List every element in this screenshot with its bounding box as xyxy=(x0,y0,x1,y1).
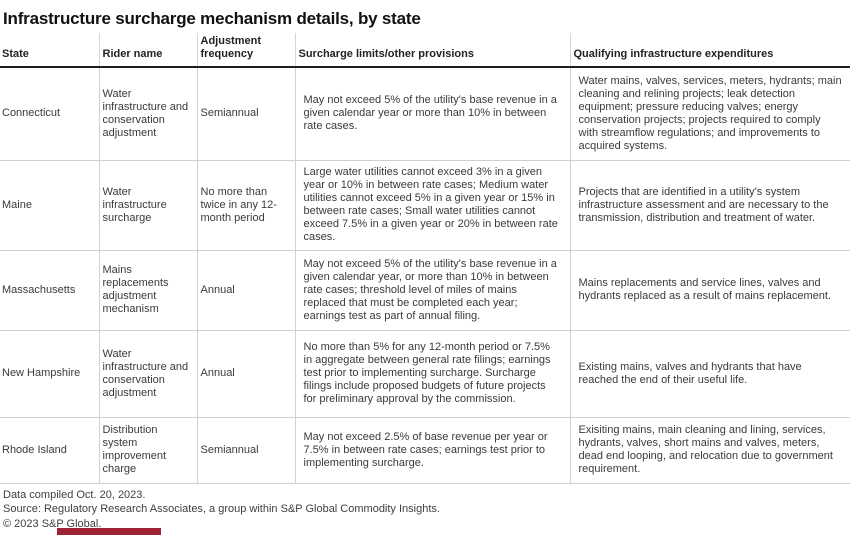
copyright-note: © 2023 S&P Global. xyxy=(3,517,102,530)
cell-frequency: Semiannual xyxy=(196,417,295,484)
cell-limits: May not exceed 2.5% of base revenue per … xyxy=(294,417,570,484)
cell-state: Rhode Island xyxy=(0,417,99,484)
column-header-qualifying-expenditures: Qualifying infrastructure expenditures xyxy=(569,33,850,68)
column-header-surcharge-limits: Surcharge limits/other provisions xyxy=(294,33,570,68)
cell-state: Massachusetts xyxy=(0,250,99,331)
column-header-rider-name: Rider name xyxy=(98,33,197,68)
cell-frequency: Annual xyxy=(196,250,295,331)
table-row-massachusetts: Massachusetts Mains replacements adjustm… xyxy=(0,250,850,331)
column-header-adjustment-frequency: Adjustment frequency xyxy=(196,33,295,68)
cell-rider-name: Distribution system improvement charge xyxy=(98,417,197,484)
cell-rider-name: Water infrastructure surcharge xyxy=(98,160,197,251)
table-row-rhode-island: Rhode Island Distribution system improve… xyxy=(0,417,850,484)
cell-rider-name: Mains replacements adjustment mechanism xyxy=(98,250,197,331)
cell-rider-name: Water infrastructure and conservation ad… xyxy=(98,67,197,161)
data-compiled-note: Data compiled Oct. 20, 2023. xyxy=(3,488,146,501)
surcharge-table: State Rider name Adjustment frequency Su… xyxy=(0,33,850,484)
table-row-maine: Maine Water infrastructure surcharge No … xyxy=(0,160,850,251)
cell-expenditures: Mains replacements and service lines, va… xyxy=(569,250,850,331)
cell-expenditures: Exisiting mains, main cleaning and linin… xyxy=(569,417,850,484)
cell-limits: May not exceed 5% of the utility's base … xyxy=(294,250,570,331)
table-row-connecticut: Connecticut Water infrastructure and con… xyxy=(0,67,850,161)
cell-frequency: No more than twice in any 12-month perio… xyxy=(196,160,295,251)
cell-frequency: Annual xyxy=(196,330,295,418)
table-header: State Rider name Adjustment frequency Su… xyxy=(0,33,850,68)
cell-frequency: Semiannual xyxy=(196,67,295,161)
table-row-new-hampshire: New Hampshire Water infrastructure and c… xyxy=(0,330,850,418)
cell-limits: Large water utilities cannot exceed 3% i… xyxy=(294,160,570,251)
cell-state: New Hampshire xyxy=(0,330,99,418)
cell-limits: May not exceed 5% of the utility's base … xyxy=(294,67,570,161)
brand-accent-bar xyxy=(57,528,161,535)
page-title: Infrastructure surcharge mechanism detai… xyxy=(3,9,421,28)
cell-limits: No more than 5% for any 12-month period … xyxy=(294,330,570,418)
source-note: Source: Regulatory Research Associates, … xyxy=(3,503,440,515)
column-header-state: State xyxy=(0,33,99,68)
cell-expenditures: Projects that are identified in a utilit… xyxy=(569,160,850,251)
cell-state: Maine xyxy=(0,160,99,251)
cell-expenditures: Existing mains, valves and hydrants that… xyxy=(569,330,850,418)
cell-expenditures: Water mains, valves, services, meters, h… xyxy=(569,67,850,161)
cell-rider-name: Water infrastructure and conservation ad… xyxy=(98,330,197,418)
table-footnotes: Data compiled Oct. 20, 2023. Source: Reg… xyxy=(0,484,850,532)
header-row: State Rider name Adjustment frequency Su… xyxy=(0,33,850,68)
cell-state: Connecticut xyxy=(0,67,99,161)
